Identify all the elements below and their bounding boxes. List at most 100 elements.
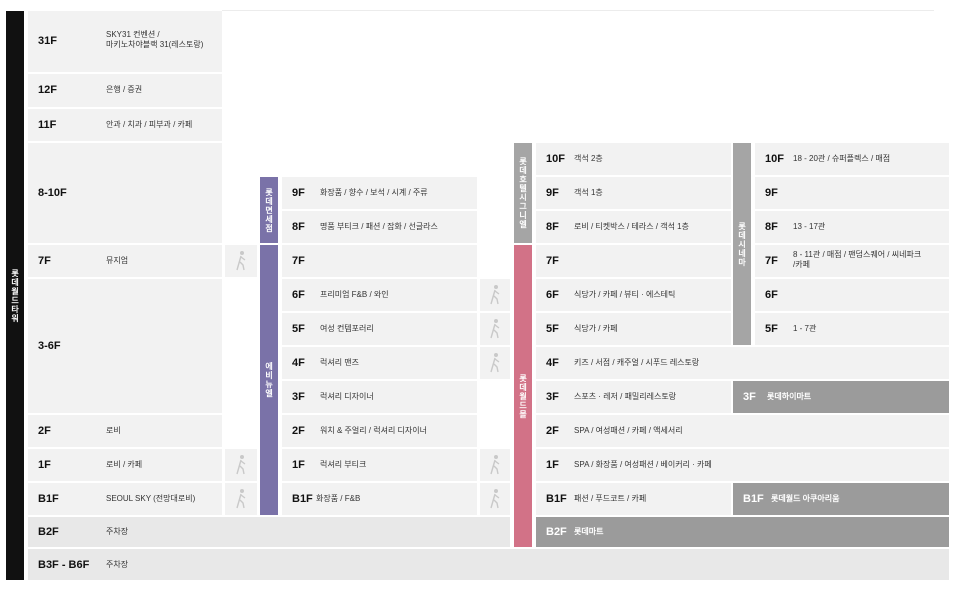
floor-label: 31F bbox=[38, 35, 57, 47]
tower-floor-11f: 11F 안과 / 치과 / 피부과 / 카페 bbox=[28, 109, 222, 141]
floor-desc: 18 - 20관 / 슈퍼플렉스 / 매점 bbox=[793, 154, 891, 163]
avenuel-label: 에비뉴엘 bbox=[264, 362, 274, 398]
floor-desc: 키즈 / 서점 / 캐주얼 / 시푸드 레스토랑 bbox=[574, 358, 700, 367]
floor-label: 11F bbox=[38, 119, 57, 131]
floor-desc: SPA / 여성패션 / 카페 / 액세서리 bbox=[574, 426, 683, 435]
avenuel-bar: 에비뉴엘 bbox=[260, 245, 278, 515]
floor-label: 1F bbox=[38, 459, 51, 471]
floor-label: 8F bbox=[292, 221, 305, 233]
floor-label: 10F bbox=[546, 153, 565, 165]
cinema-floor-9f: 9F bbox=[755, 177, 949, 209]
floor-label: 8F bbox=[546, 221, 559, 233]
floor-desc: 식당가 / 카페 bbox=[574, 324, 618, 333]
floor-desc: 럭셔리 부티크 bbox=[320, 460, 367, 469]
tower-floor-2f: 2F 로비 bbox=[28, 415, 222, 447]
cinema-floor-7f: 7F 8 - 11관 / 매점 / 팬덤스퀘어 / 씨네파크 /카페 bbox=[755, 245, 949, 277]
walkway-b1f bbox=[225, 483, 257, 515]
floor-desc: 명품 부티크 / 패션 / 잡화 / 선글라스 bbox=[320, 222, 438, 231]
hotel-bar: 롯데호텔시그니엘 bbox=[514, 143, 532, 243]
floor-label: 2F bbox=[38, 425, 51, 437]
floor-desc: 롯데월드 아쿠아리움 bbox=[771, 494, 840, 503]
mall-floor-7f: 7F bbox=[536, 245, 731, 277]
floor-desc: 객석 2층 bbox=[574, 154, 603, 163]
tower-floor-b3f-b6f: B3F - B6F 주차장 bbox=[28, 549, 949, 580]
floor-label: 4F bbox=[292, 357, 305, 369]
avenuel-floor-2f: 2F 워치 & 주얼리 / 럭셔리 디자이너 bbox=[282, 415, 477, 447]
walking-person-icon bbox=[230, 453, 252, 477]
floor-desc: 객석 1층 bbox=[574, 188, 603, 197]
floor-label: 12F bbox=[38, 84, 57, 96]
floor-desc: 워치 & 주얼리 / 럭셔리 디자이너 bbox=[320, 426, 427, 435]
floor-desc: 여성 컨템포러리 bbox=[320, 324, 374, 333]
floor-label: 2F bbox=[292, 425, 305, 437]
floor-label: 4F bbox=[546, 357, 559, 369]
floor-label: 1F bbox=[546, 459, 559, 471]
tower-floor-8-10f: 8-10F bbox=[28, 143, 222, 243]
avenuel-floor-b1f: B1F 화장품 / F&B bbox=[282, 483, 477, 515]
floor-label: B1F bbox=[38, 493, 59, 505]
walking-person-icon bbox=[484, 317, 506, 341]
floor-desc: 로비 / 티켓박스 / 테라스 / 객석 1층 bbox=[574, 222, 689, 231]
tower-floor-7f: 7F 뮤지엄 bbox=[28, 245, 222, 277]
floor-label: 8F bbox=[765, 221, 778, 233]
floor-desc: 롯데하이마트 bbox=[767, 392, 812, 401]
floor-desc: 마키노차야블랙 31(레스토랑) bbox=[106, 40, 204, 49]
floor-label: 5F bbox=[546, 323, 559, 335]
floor-label: 5F bbox=[292, 323, 305, 335]
mall-floor-b1f: B1F 패션 / 푸드코트 / 카페 bbox=[536, 483, 731, 515]
cinema-floor-10f: 10F 18 - 20관 / 슈퍼플렉스 / 매점 bbox=[755, 143, 949, 175]
walkway-b1f-2 bbox=[480, 483, 510, 515]
floor-label: 7F bbox=[765, 255, 778, 267]
tower-floor-31f: 31F SKY31 컨벤션 / 마키노차야블랙 31(레스토랑) bbox=[28, 11, 222, 72]
mall-floor-2f: 2F SPA / 여성패션 / 카페 / 액세서리 bbox=[536, 415, 949, 447]
walkway-1f bbox=[225, 449, 257, 481]
floor-label: 9F bbox=[292, 187, 305, 199]
tower-label: 롯데월드타워 bbox=[10, 268, 20, 323]
floor-label: B1F bbox=[546, 493, 567, 505]
mall-floor-6f: 6F 식당가 / 카페 / 뷰티 · 에스테틱 bbox=[536, 279, 731, 311]
mall-floor-10f: 10F 객석 2층 bbox=[536, 143, 731, 175]
mall-label: 롯데월드몰 bbox=[518, 373, 528, 419]
floor-desc: 안과 / 치과 / 피부과 / 카페 bbox=[106, 120, 193, 129]
floor-desc: 8 - 11관 / 매점 / 팬덤스퀘어 / 씨네파크 bbox=[793, 250, 922, 259]
floor-label: B3F - B6F bbox=[38, 559, 90, 571]
avenuel-floor-5f: 5F 여성 컨템포러리 bbox=[282, 313, 477, 345]
floor-desc: 로비 bbox=[106, 426, 121, 435]
floor-desc: SKY31 컨벤션 / bbox=[106, 30, 160, 39]
top-divider bbox=[222, 10, 934, 11]
avenuel-floor-3f: 3F 럭셔리 디자이너 bbox=[282, 381, 477, 413]
mall-floor-3f: 3F 스포츠 · 레저 / 패밀리레스토랑 bbox=[536, 381, 731, 413]
avenuel-floor-6f: 6F 프리미엄 F&B / 와인 bbox=[282, 279, 477, 311]
floor-desc: SPA / 화장품 / 여성패션 / 베이커리 · 카페 bbox=[574, 460, 712, 469]
tower-bar: 롯데월드타워 bbox=[6, 11, 24, 580]
cinema-floor-6f: 6F bbox=[755, 279, 949, 311]
floor-desc: SEOUL SKY (전망대로비) bbox=[106, 494, 196, 503]
mall-floor-8f: 8F 로비 / 티켓박스 / 테라스 / 객석 1층 bbox=[536, 211, 731, 243]
floor-label: 8-10F bbox=[38, 187, 67, 199]
walking-person-icon bbox=[230, 487, 252, 511]
walking-person-icon bbox=[484, 487, 506, 511]
tower-floor-1f: 1F 로비 / 카페 bbox=[28, 449, 222, 481]
mall-floor-4f: 4F 키즈 / 서점 / 캐주얼 / 시푸드 레스토랑 bbox=[536, 347, 949, 379]
cinema-floor-5f: 5F 1 - 7관 bbox=[755, 313, 949, 345]
avenuel-floor-8f: 8F 명품 부티크 / 패션 / 잡화 / 선글라스 bbox=[282, 211, 477, 243]
floor-label: 9F bbox=[546, 187, 559, 199]
tower-floor-b1f: B1F SEOUL SKY (전망대로비) bbox=[28, 483, 222, 515]
walkway-7f bbox=[225, 245, 257, 277]
floor-label: 6F bbox=[765, 289, 778, 301]
floor-label: 3F bbox=[546, 391, 559, 403]
floor-desc: 로비 / 카페 bbox=[106, 460, 143, 469]
mall-floor-5f: 5F 식당가 / 카페 bbox=[536, 313, 731, 345]
floor-label: 3-6F bbox=[38, 340, 61, 352]
walkway-1f-2 bbox=[480, 449, 510, 481]
walking-person-icon bbox=[484, 453, 506, 477]
floor-desc: 럭셔리 디자이너 bbox=[320, 392, 374, 401]
floor-desc: 1 - 7관 bbox=[793, 324, 817, 333]
floor-label: 9F bbox=[765, 187, 778, 199]
floor-label: 7F bbox=[546, 255, 559, 267]
mall-bar: 롯데월드몰 bbox=[514, 245, 532, 547]
avenuel-floor-4f: 4F 럭셔리 맨즈 bbox=[282, 347, 477, 379]
floor-desc: 주차장 bbox=[106, 527, 129, 536]
tower-floor-3-6f: 3-6F bbox=[28, 279, 222, 413]
walkway-5f bbox=[480, 313, 510, 345]
